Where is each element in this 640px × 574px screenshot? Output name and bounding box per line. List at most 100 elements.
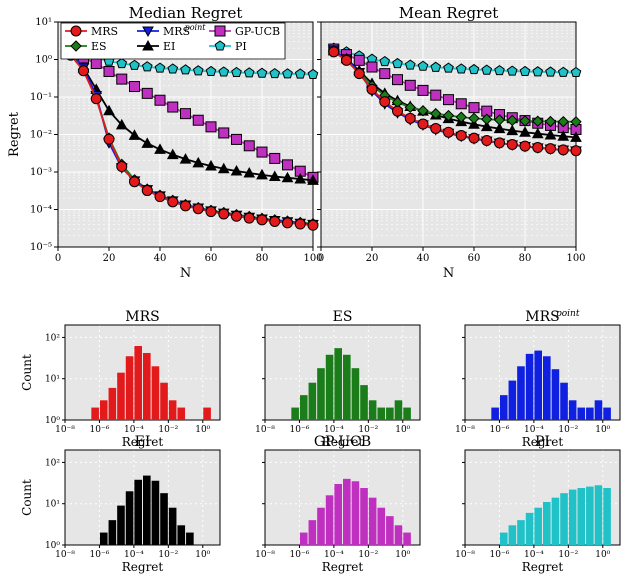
hist-bar — [134, 346, 142, 420]
hist-bar — [186, 533, 194, 545]
legend-label: PI — [235, 40, 247, 53]
hist-bar — [309, 520, 317, 545]
hist-bar — [526, 354, 534, 420]
hist-title: GP-UCB — [314, 434, 371, 450]
hist-bar — [526, 513, 534, 545]
xtick: 10⁻⁸ — [255, 425, 275, 435]
ylabel: Count — [20, 479, 34, 516]
hist-bar — [326, 355, 334, 420]
hist-title: PI — [535, 434, 550, 450]
hist-bar — [509, 525, 517, 545]
xtick: 20 — [103, 253, 116, 264]
hist-bar — [517, 366, 525, 420]
ytick: 10¹ — [45, 375, 60, 385]
hist-title: MRS — [125, 309, 159, 325]
hist-bar — [291, 408, 299, 420]
hist-bar — [317, 508, 325, 545]
ylabel: Count — [20, 354, 34, 391]
xtick: 10⁻⁶ — [490, 550, 510, 560]
xlabel: N — [443, 266, 454, 281]
hist-bar — [143, 353, 151, 420]
hist-title: MRS — [525, 309, 559, 325]
ytick: 10⁰ — [45, 416, 60, 426]
hist-bar — [403, 533, 411, 545]
xtick: 10⁻² — [158, 425, 178, 435]
hist-bar — [395, 525, 403, 545]
hist-bar — [543, 356, 551, 420]
hist-bar — [360, 385, 368, 420]
hist-bar — [109, 388, 117, 420]
hist-bar — [343, 479, 351, 545]
hist-bar — [386, 408, 394, 420]
hist-bar — [377, 508, 385, 545]
ytick: 10⁻⁴ — [30, 205, 52, 216]
xtick: 10⁻⁶ — [290, 550, 310, 560]
hist-bar — [560, 383, 568, 420]
hist-bar — [534, 508, 542, 545]
ylabel: Regret — [7, 111, 22, 157]
ytick: 10⁻³ — [30, 167, 52, 178]
legend-label: EI — [163, 40, 175, 53]
hist-bar — [577, 408, 585, 420]
legend-label: MRS — [91, 25, 118, 38]
hist-bar — [334, 348, 342, 420]
hist-bar — [352, 481, 360, 545]
hist-bar — [100, 400, 108, 420]
xlabel: Regret — [522, 560, 564, 574]
hist-bar — [577, 488, 585, 545]
hist-bar — [595, 400, 603, 420]
hist-bar — [560, 493, 568, 545]
xtick: 60 — [468, 253, 481, 264]
ytick: 10⁰ — [45, 541, 60, 551]
xtick: 10⁻⁸ — [55, 550, 75, 560]
hist-bar — [100, 533, 108, 545]
hist-bar — [403, 408, 411, 420]
hist-bar — [595, 485, 603, 545]
hist-title-sup: point — [556, 309, 580, 319]
ytick: 10⁰ — [35, 55, 52, 66]
hist-bar — [160, 383, 168, 420]
ytick: 10² — [45, 458, 60, 468]
xtick: 10⁻⁸ — [55, 425, 75, 435]
hist-bar — [109, 520, 117, 545]
hist-bar — [177, 525, 185, 545]
ytick: 10⁻² — [30, 130, 52, 141]
xtick: 80 — [519, 253, 532, 264]
hist-bar — [369, 498, 377, 545]
plot-title: Median Regret — [129, 4, 243, 22]
legend-sup: point — [185, 23, 207, 32]
hist-bar — [334, 484, 342, 545]
xtick: 10⁻⁸ — [455, 550, 475, 560]
xtick: 10⁻⁴ — [124, 550, 144, 560]
hist-bar — [569, 490, 577, 545]
hist-bar — [91, 408, 99, 420]
xtick: 20 — [366, 253, 379, 264]
xtick: 60 — [205, 253, 218, 264]
hist-bar — [603, 408, 611, 420]
hist-bar — [126, 356, 134, 420]
hist-bar — [500, 395, 508, 420]
xtick: 10⁰ — [395, 425, 410, 435]
hist-bar — [317, 368, 325, 420]
hist-bar — [586, 408, 594, 420]
hist-bar — [343, 355, 351, 420]
legend-label: GP-UCB — [235, 25, 280, 38]
hist-bar — [395, 400, 403, 420]
legend-label: ES — [91, 40, 107, 53]
xlabel: Regret — [322, 560, 364, 574]
hist-bar — [177, 408, 185, 420]
hist-bar — [491, 408, 499, 420]
hist-bar — [500, 533, 508, 545]
hist-bar — [517, 520, 525, 545]
hist-bar — [534, 351, 542, 420]
hist-bar — [509, 381, 517, 420]
hist-bar — [300, 395, 308, 420]
hist-title: EI — [135, 434, 151, 450]
xlabel: N — [180, 266, 191, 281]
hist-bar — [134, 480, 142, 545]
hist-bar — [126, 491, 134, 545]
hist-bar — [152, 481, 160, 545]
hist-bar — [152, 366, 160, 420]
hist-bar — [603, 488, 611, 545]
xtick: 10⁻⁶ — [490, 425, 510, 435]
